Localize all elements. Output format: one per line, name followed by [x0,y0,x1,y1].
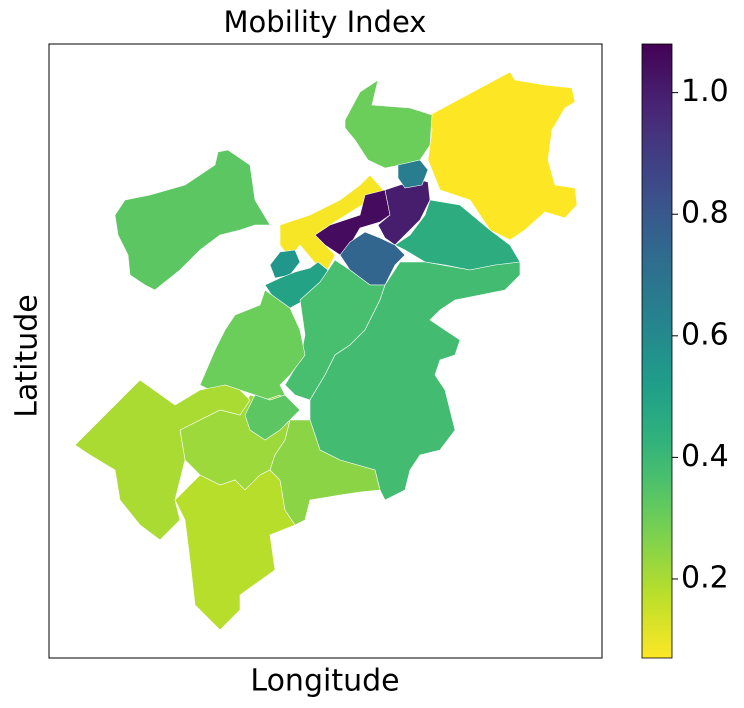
regions [74,71,578,631]
chart-title: Mobility Index [224,5,427,39]
region [314,189,391,256]
region [114,149,271,291]
colorbar-tick-label: 0.6 [681,317,729,352]
colorbar-tick-label: 1.0 [681,74,729,109]
region [269,249,301,279]
region [244,394,301,441]
x-axis-label: Longitude [250,664,399,699]
region [74,379,251,541]
region [269,419,381,526]
region [427,71,578,241]
colorbar-tick-label: 0.8 [681,196,729,231]
region [397,159,429,189]
colorbar [641,43,673,659]
map-frame [48,43,603,659]
region [309,261,521,501]
y-axis-label: Latitude [10,294,45,417]
colorbar-tick-label: 0.2 [681,560,729,595]
colorbar-tick-label: 0.4 [681,439,729,474]
region [344,79,433,169]
region [174,469,296,631]
